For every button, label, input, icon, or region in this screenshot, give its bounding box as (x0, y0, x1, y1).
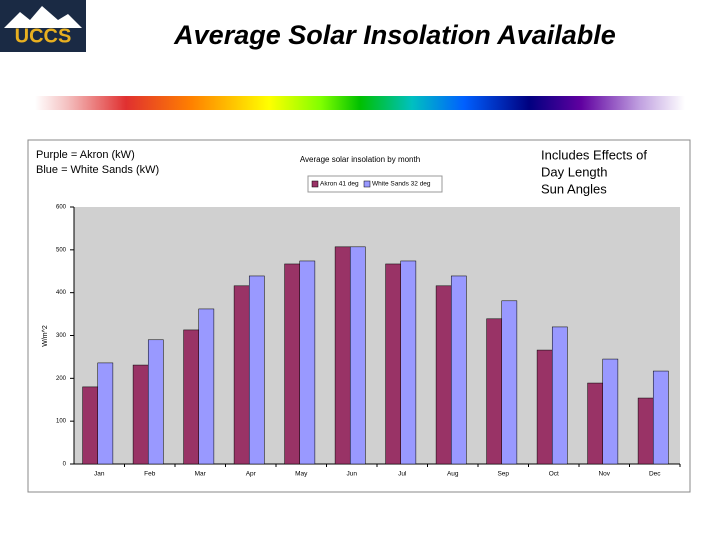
bar (132, 364, 149, 465)
bar (551, 326, 568, 465)
logo-text: UCCS (15, 25, 72, 47)
x-tick-label: May (295, 471, 308, 478)
bar (450, 275, 467, 465)
x-tick-label: Nov (598, 471, 610, 478)
note-right: Includes Effects of (541, 147, 647, 162)
bar (284, 263, 300, 465)
logo-mountains (4, 6, 82, 28)
bar (183, 329, 199, 465)
bar (299, 260, 316, 465)
x-tick-label: Oct (549, 471, 559, 478)
bar (400, 260, 417, 465)
x-tick-label: Jul (398, 471, 407, 478)
bar (385, 263, 401, 465)
bar (587, 382, 603, 465)
note-left: Blue = White Sands (kW) (36, 164, 159, 176)
x-tick-label: Jun (347, 471, 358, 478)
bar (652, 370, 669, 465)
bar (602, 358, 619, 465)
slide-title: Average Solar Insolation Available (173, 20, 616, 50)
bar (486, 318, 502, 465)
bar (97, 362, 114, 465)
y-tick-label: 100 (56, 419, 67, 425)
x-tick-label: Aug (447, 471, 459, 478)
x-tick-label: Mar (195, 471, 207, 478)
legend-box (307, 175, 443, 193)
note-right: Sun Angles (541, 181, 607, 196)
note-left: Purple = Akron (kW) (36, 149, 135, 161)
bar (501, 300, 518, 465)
bar (147, 339, 164, 465)
y-tick-label: 400 (56, 290, 67, 296)
x-tick-label: Feb (144, 471, 156, 478)
y-tick-label: 200 (56, 376, 67, 382)
bar (536, 349, 553, 465)
x-tick-label: Jan (94, 471, 105, 478)
y-tick-label: 500 (56, 247, 67, 253)
legend-label: White Sands 32 deg (372, 181, 431, 188)
x-tick-label: Sep (497, 471, 509, 478)
bar (334, 246, 351, 465)
x-tick-label: Apr (246, 471, 257, 478)
legend-swatch (311, 180, 319, 188)
chart-title: Average solar insolation by month (300, 155, 420, 164)
legend-swatch (363, 180, 371, 188)
bar (198, 308, 215, 465)
y-tick-label: 0 (63, 462, 67, 468)
note-right: Day Length (541, 164, 608, 179)
plot-area (74, 207, 680, 464)
bar (435, 285, 452, 465)
y-axis-label: W/m^2 (42, 325, 49, 347)
legend-label: Akron 41 deg (320, 181, 359, 188)
bar (233, 285, 250, 465)
x-tick-label: Dec (649, 471, 661, 478)
y-tick-label: 600 (56, 205, 67, 211)
bar (349, 246, 366, 465)
rainbow-bar (35, 96, 685, 110)
y-tick-label: 300 (56, 333, 67, 339)
bar (248, 275, 265, 465)
bar (82, 386, 98, 465)
bar (637, 397, 654, 465)
